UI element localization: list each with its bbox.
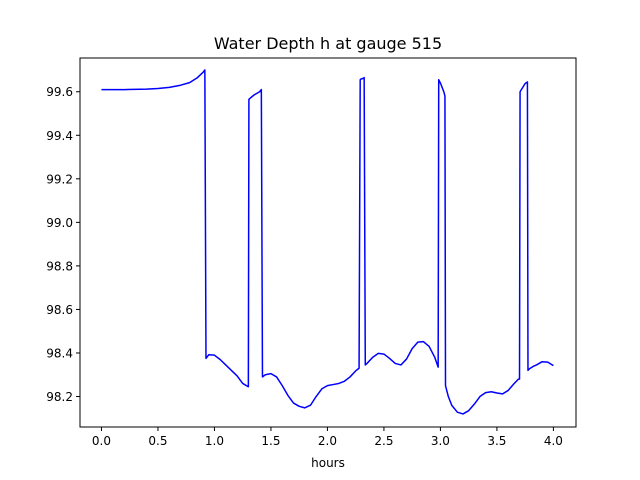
y-axis-ticks: 98.2 98.4 98.6 98.8 99.0 99.2 99.4 99.6 <box>46 85 80 404</box>
x-axis-label: hours <box>311 456 345 470</box>
x-tick-label: 2.5 <box>374 434 393 448</box>
y-tick-label: 99.4 <box>46 129 73 143</box>
x-tick-label: 4.0 <box>544 434 563 448</box>
y-tick-label: 99.6 <box>46 85 73 99</box>
y-tick-label: 99.2 <box>46 172 73 186</box>
series-line-0 <box>101 69 554 415</box>
x-tick-label: 0.5 <box>148 434 167 448</box>
x-tick-label: 2.0 <box>318 434 337 448</box>
x-axis-ticks: 0.0 0.5 1.0 1.5 2.0 2.5 3.0 3.5 4.0 <box>92 427 563 448</box>
x-tick-label: 1.0 <box>205 434 224 448</box>
x-tick-label: 3.0 <box>431 434 450 448</box>
chart-title: Water Depth h at gauge 515 <box>214 34 442 53</box>
x-tick-label: 1.5 <box>261 434 280 448</box>
y-tick-label: 98.6 <box>46 303 73 317</box>
y-tick-label: 98.4 <box>46 346 73 360</box>
plot-area <box>101 69 554 415</box>
plot-frame <box>79 57 577 428</box>
y-tick-label: 99.0 <box>46 216 73 230</box>
x-tick-label: 3.5 <box>487 434 506 448</box>
x-tick-label: 0.0 <box>92 434 111 448</box>
y-tick-label: 98.8 <box>46 259 73 273</box>
y-tick-label: 98.2 <box>46 390 73 404</box>
